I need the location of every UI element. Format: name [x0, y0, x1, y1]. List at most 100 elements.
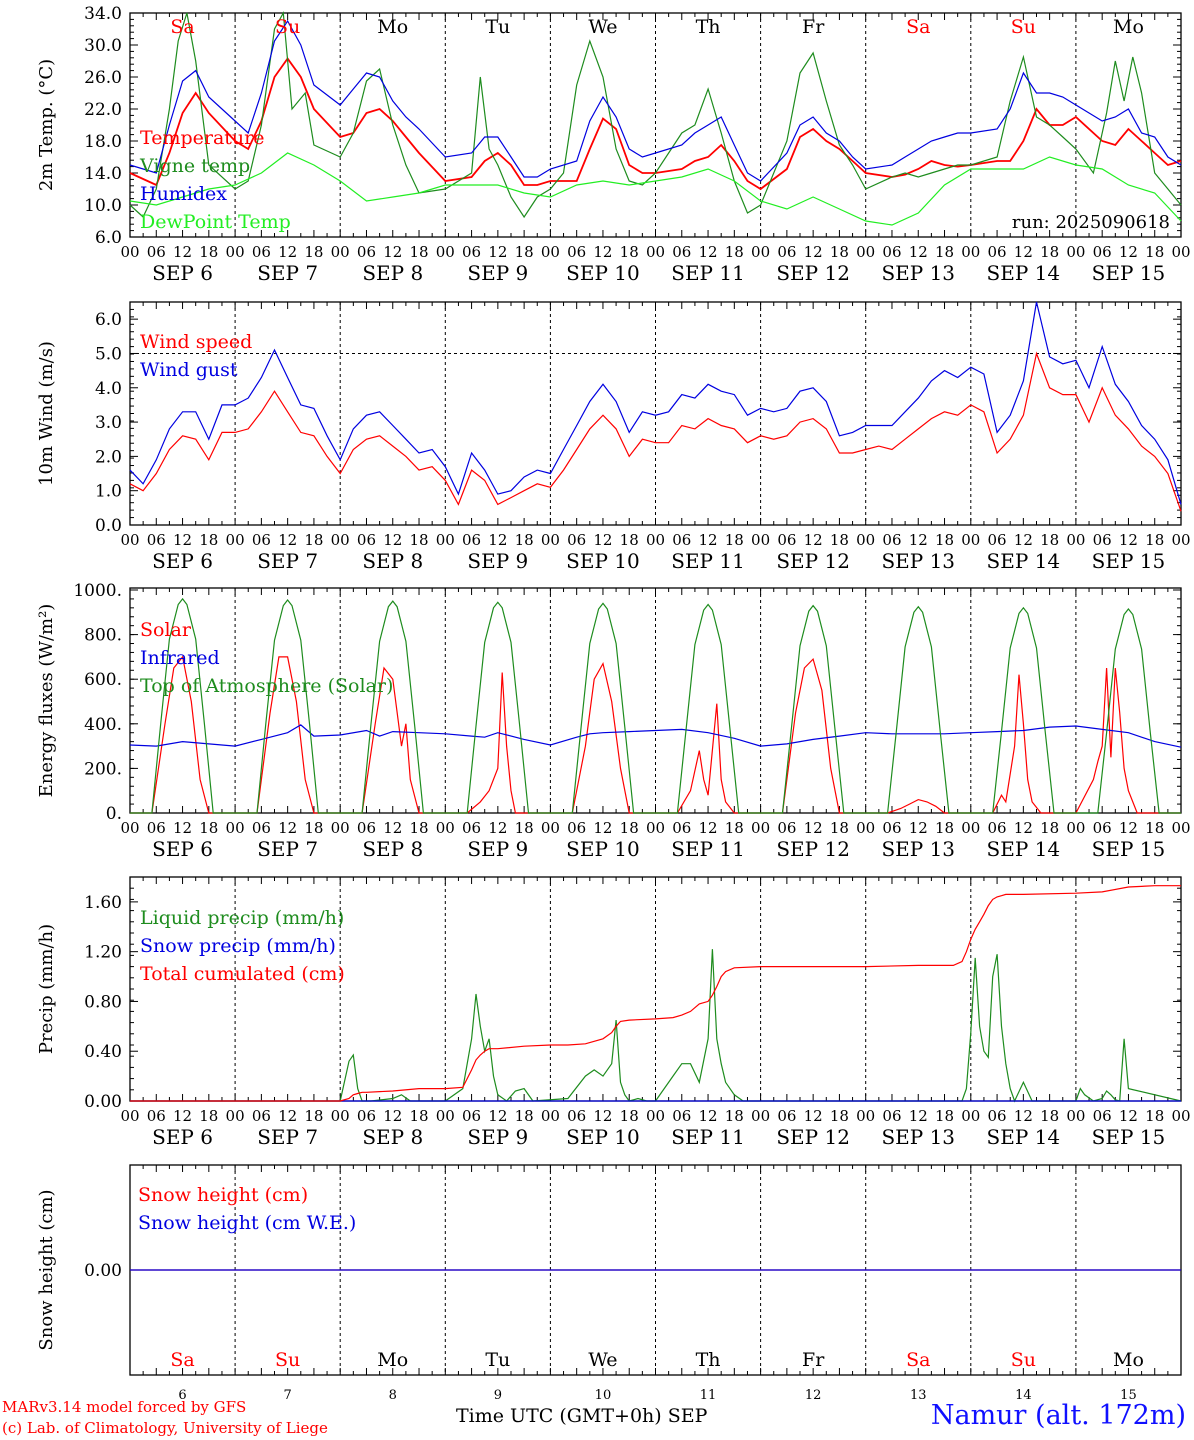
- date-label: SEP 11: [671, 549, 745, 573]
- hour-tick-label: 12: [1014, 1107, 1033, 1125]
- date-label: SEP 15: [1092, 261, 1166, 285]
- day-name-label: Sa: [906, 1349, 930, 1371]
- hour-tick-label: 18: [515, 531, 534, 549]
- y-tick-label: 600.: [84, 670, 122, 690]
- hour-tick-label: 06: [357, 819, 376, 837]
- hour-tick-label: 12: [173, 531, 192, 549]
- hour-tick-label: 12: [909, 1107, 928, 1125]
- series-line-infrared: [129, 724, 1182, 748]
- hour-tick-label: 00: [331, 243, 350, 261]
- hour-tick-label: 18: [304, 243, 323, 261]
- day-name-label: We: [588, 16, 617, 38]
- series-line-dewpoint-temp: [129, 152, 1182, 226]
- hour-tick-label: 18: [830, 243, 849, 261]
- hour-tick-label: 00: [120, 531, 139, 549]
- date-label: SEP 8: [362, 837, 423, 861]
- hour-tick-label: 06: [988, 531, 1007, 549]
- series-line-temperature: [129, 57, 1182, 191]
- legend-label: Humidex: [140, 183, 227, 205]
- y-tick-label: 1.60: [84, 893, 122, 913]
- y-axis-label: 10m Wind (m/s): [36, 341, 57, 486]
- hour-tick-label: 06: [567, 243, 586, 261]
- hour-tick-label: 00: [1171, 819, 1190, 837]
- legend-label: Vigne temp: [139, 155, 250, 177]
- hour-tick-label: 06: [882, 819, 901, 837]
- hour-tick-label: 00: [436, 1107, 455, 1125]
- legend-label: Snow height (cm W.E.): [138, 1212, 356, 1234]
- hour-tick-label: 18: [409, 531, 428, 549]
- hour-tick-label: 12: [278, 1107, 297, 1125]
- hour-tick-label: 06: [1093, 819, 1112, 837]
- hour-tick-label: 18: [1040, 1107, 1059, 1125]
- day-name-label: Mo: [1113, 1349, 1144, 1371]
- y-tick-label: 4.0: [95, 379, 122, 399]
- hour-tick-label: 00: [436, 819, 455, 837]
- legend-label: Liquid precip (mm/h): [140, 907, 344, 929]
- day-name-label: Su: [275, 16, 300, 38]
- date-label: SEP 6: [152, 1125, 213, 1149]
- day-name-label: Mo: [377, 16, 408, 38]
- date-label: SEP 6: [152, 549, 213, 573]
- hour-tick-label: 00: [331, 1107, 350, 1125]
- hour-tick-label: 00: [1171, 531, 1190, 549]
- hour-tick-label: 00: [120, 243, 139, 261]
- x-axis-title: Time UTC (GMT+0h) SEP: [456, 1405, 708, 1427]
- hour-tick-label: 18: [1145, 243, 1164, 261]
- date-label: SEP 15: [1092, 549, 1166, 573]
- hour-tick-label: 18: [304, 531, 323, 549]
- hour-tick-label: 00: [1066, 531, 1085, 549]
- date-label: SEP 12: [776, 549, 850, 573]
- hour-tick-label: 12: [488, 531, 507, 549]
- hour-tick-label: 18: [199, 243, 218, 261]
- hour-tick-label: 12: [699, 531, 718, 549]
- hour-tick-label: 18: [620, 243, 639, 261]
- y-tick-label: 14.0: [84, 164, 122, 184]
- day-name-label: Fr: [802, 16, 825, 38]
- hour-tick-label: 12: [173, 1107, 192, 1125]
- hour-tick-label: 18: [935, 819, 954, 837]
- legend-label: Total cumulated (cm): [140, 963, 345, 985]
- hour-tick-label: 06: [882, 243, 901, 261]
- y-tick-label: 2.0: [95, 447, 122, 467]
- date-label: SEP 14: [987, 261, 1061, 285]
- hour-tick-label: 06: [882, 531, 901, 549]
- hour-tick-label: 18: [409, 819, 428, 837]
- date-label: SEP 7: [257, 837, 318, 861]
- date-label: SEP 11: [671, 837, 745, 861]
- day-name-label: Su: [275, 1349, 300, 1371]
- hour-tick-label: 12: [488, 819, 507, 837]
- hour-tick-label: 18: [199, 531, 218, 549]
- hour-tick-label: 12: [173, 819, 192, 837]
- day-number-label: 14: [1015, 1388, 1032, 1403]
- hour-tick-label: 00: [646, 531, 665, 549]
- day-name-label: Mo: [377, 1349, 408, 1371]
- hour-tick-label: 12: [804, 819, 823, 837]
- hour-tick-label: 06: [357, 243, 376, 261]
- hour-tick-label: 06: [777, 1107, 796, 1125]
- y-tick-label: 3.0: [95, 413, 122, 433]
- legend-label: Top of Atmosphere (Solar): [140, 675, 393, 697]
- hour-tick-label: 00: [856, 531, 875, 549]
- y-tick-label: 0.00: [84, 1092, 122, 1112]
- day-name-label: Sa: [170, 1349, 194, 1371]
- y-tick-label: 6.0: [95, 310, 122, 330]
- legend-label: Solar: [140, 619, 192, 641]
- date-label: SEP 8: [362, 261, 423, 285]
- hour-tick-label: 00: [646, 819, 665, 837]
- day-number-label: 8: [389, 1388, 397, 1403]
- hour-tick-label: 18: [304, 819, 323, 837]
- hour-tick-label: 00: [226, 1107, 245, 1125]
- hour-tick-label: 06: [882, 1107, 901, 1125]
- series-line-wind-gust: [129, 301, 1182, 505]
- hour-tick-label: 06: [988, 1107, 1007, 1125]
- model-credit-text: MARv3.14 model forced by GFS: [2, 1398, 247, 1416]
- y-tick-label: 26.0: [84, 68, 122, 88]
- hour-tick-label: 12: [909, 243, 928, 261]
- hour-tick-label: 06: [357, 531, 376, 549]
- date-label: SEP 14: [987, 549, 1061, 573]
- day-name-label: Su: [1011, 16, 1036, 38]
- hour-tick-label: 12: [909, 819, 928, 837]
- series-line-total-cumulated-cm-: [130, 885, 1181, 1102]
- hour-tick-label: 18: [935, 531, 954, 549]
